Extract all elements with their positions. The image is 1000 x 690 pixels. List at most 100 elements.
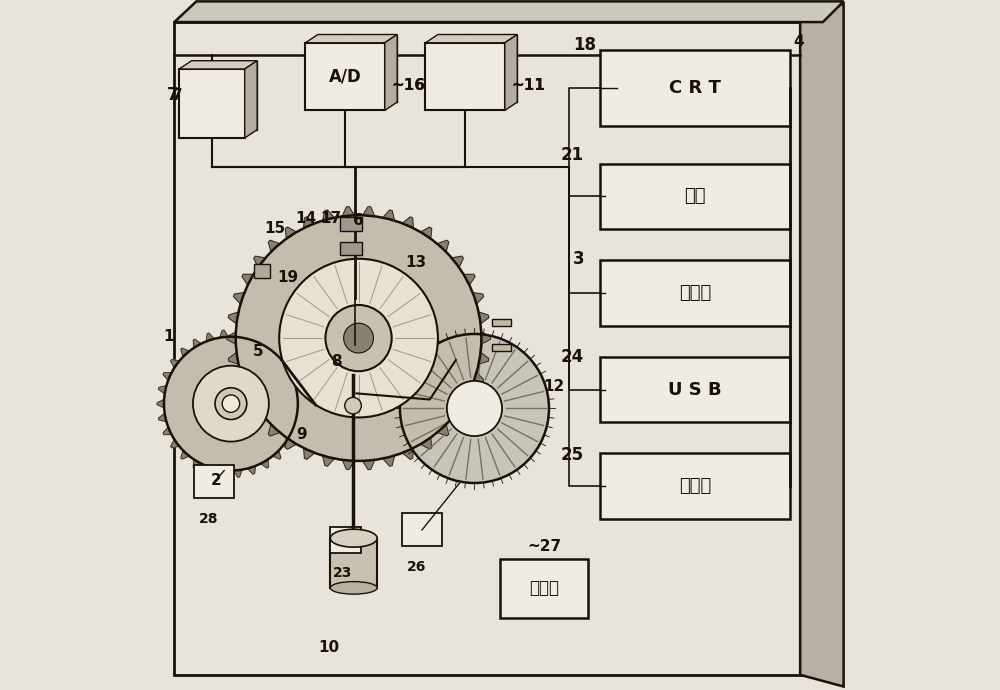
Polygon shape [437, 424, 449, 436]
Polygon shape [304, 448, 315, 460]
Polygon shape [233, 372, 245, 384]
Polygon shape [163, 427, 172, 435]
Polygon shape [298, 400, 305, 408]
Text: 28: 28 [199, 512, 219, 526]
Text: 5: 5 [253, 344, 264, 359]
Text: 4: 4 [793, 34, 804, 49]
FancyBboxPatch shape [194, 465, 234, 498]
Polygon shape [272, 451, 281, 459]
Polygon shape [220, 330, 228, 337]
Polygon shape [254, 408, 265, 420]
Polygon shape [473, 293, 484, 304]
Text: 21: 21 [561, 146, 584, 164]
Polygon shape [492, 344, 511, 351]
Polygon shape [272, 348, 281, 357]
Text: 19: 19 [277, 270, 298, 285]
Polygon shape [174, 1, 844, 22]
Polygon shape [305, 34, 397, 43]
Text: 26: 26 [407, 560, 426, 574]
Polygon shape [285, 437, 297, 449]
Polygon shape [171, 359, 179, 368]
Text: ~27: ~27 [528, 539, 562, 554]
Polygon shape [363, 207, 375, 217]
Polygon shape [421, 437, 432, 449]
Text: 17: 17 [320, 211, 342, 226]
Ellipse shape [330, 582, 377, 594]
Text: C R T: C R T [669, 79, 721, 97]
Polygon shape [464, 274, 475, 285]
Polygon shape [295, 413, 303, 422]
Circle shape [344, 323, 373, 353]
Polygon shape [206, 466, 214, 474]
Text: 14: 14 [295, 211, 316, 226]
Text: 10: 10 [318, 640, 339, 655]
Polygon shape [228, 312, 239, 324]
Polygon shape [206, 333, 214, 342]
Polygon shape [282, 440, 291, 448]
Polygon shape [305, 43, 385, 110]
Polygon shape [452, 408, 463, 420]
Polygon shape [285, 227, 297, 239]
Polygon shape [800, 3, 844, 687]
Text: 15: 15 [264, 221, 286, 236]
Polygon shape [192, 61, 257, 130]
Circle shape [447, 381, 502, 436]
Text: 12: 12 [543, 379, 564, 394]
Polygon shape [268, 240, 280, 252]
Polygon shape [181, 451, 189, 459]
Polygon shape [171, 440, 179, 448]
Polygon shape [234, 470, 242, 477]
Polygon shape [425, 34, 517, 43]
Polygon shape [261, 339, 269, 348]
Polygon shape [233, 293, 245, 304]
Polygon shape [245, 61, 257, 138]
Polygon shape [438, 34, 517, 102]
Polygon shape [385, 34, 397, 110]
Polygon shape [479, 312, 489, 324]
Polygon shape [323, 455, 334, 466]
Text: ~16: ~16 [392, 78, 426, 93]
Polygon shape [340, 217, 362, 231]
Text: 2: 2 [210, 473, 221, 489]
Circle shape [193, 366, 269, 442]
Polygon shape [163, 373, 172, 380]
Polygon shape [290, 427, 299, 435]
Text: 18: 18 [574, 36, 597, 54]
Polygon shape [268, 424, 280, 436]
Polygon shape [282, 359, 291, 368]
Polygon shape [400, 334, 549, 483]
Text: ~11: ~11 [512, 78, 545, 93]
Text: 存储器: 存储器 [679, 477, 711, 495]
Polygon shape [304, 217, 315, 228]
Text: 25: 25 [561, 446, 584, 464]
Polygon shape [179, 61, 257, 69]
Text: ~11: ~11 [512, 78, 545, 93]
Polygon shape [425, 43, 505, 110]
Polygon shape [158, 413, 166, 422]
Polygon shape [342, 207, 354, 217]
Text: 23: 23 [333, 566, 352, 580]
Polygon shape [452, 256, 463, 268]
Polygon shape [464, 391, 475, 402]
FancyBboxPatch shape [600, 164, 790, 229]
Text: A/D: A/D [329, 68, 361, 86]
Text: 3: 3 [573, 250, 584, 268]
Polygon shape [174, 22, 823, 675]
Polygon shape [220, 470, 228, 477]
Ellipse shape [330, 529, 377, 547]
Polygon shape [157, 400, 164, 408]
Polygon shape [481, 332, 490, 344]
Polygon shape [340, 241, 362, 255]
FancyBboxPatch shape [600, 453, 790, 519]
Polygon shape [164, 337, 298, 471]
Circle shape [345, 397, 361, 414]
Polygon shape [234, 330, 242, 337]
Polygon shape [242, 274, 254, 285]
Polygon shape [242, 391, 254, 402]
Text: 8: 8 [331, 354, 342, 369]
Polygon shape [492, 319, 511, 326]
Text: 打印机: 打印机 [529, 579, 559, 598]
Polygon shape [254, 256, 265, 268]
Polygon shape [402, 217, 413, 228]
Text: 13: 13 [405, 255, 426, 270]
